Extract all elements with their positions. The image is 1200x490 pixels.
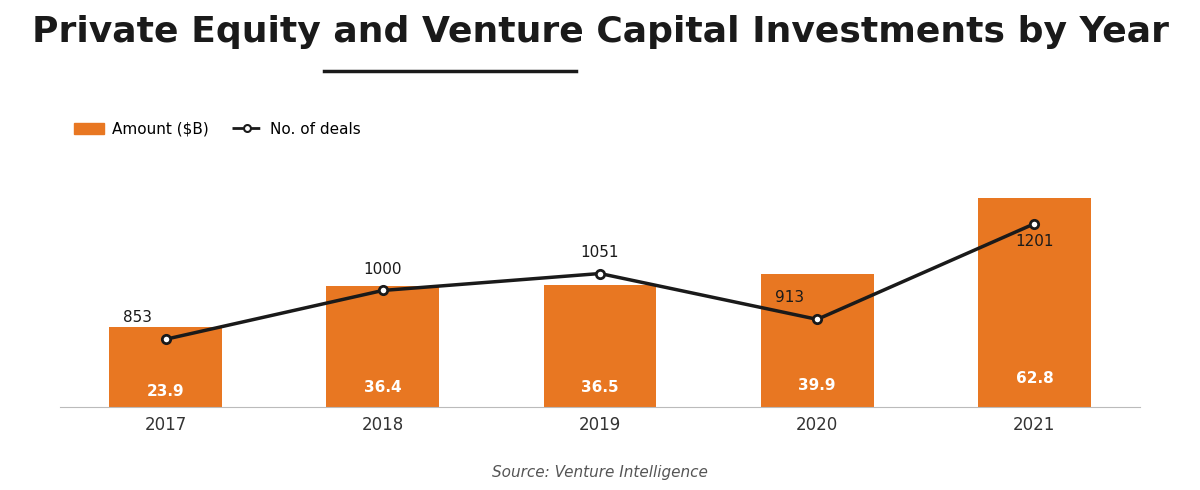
Text: 913: 913 bbox=[775, 291, 804, 305]
Text: 62.8: 62.8 bbox=[1015, 371, 1054, 386]
Legend: Amount ($B), No. of deals: Amount ($B), No. of deals bbox=[67, 116, 367, 143]
Text: 36.5: 36.5 bbox=[581, 380, 619, 394]
Text: 853: 853 bbox=[124, 310, 152, 325]
Text: 1000: 1000 bbox=[364, 262, 402, 276]
Text: 23.9: 23.9 bbox=[146, 384, 185, 399]
Bar bbox=[544, 286, 656, 407]
Bar bbox=[326, 286, 439, 407]
Bar bbox=[978, 198, 1091, 407]
Text: 1201: 1201 bbox=[1015, 234, 1054, 249]
Bar bbox=[109, 327, 222, 407]
Text: Source: Venture Intelligence: Source: Venture Intelligence bbox=[492, 465, 708, 480]
Text: Private Equity and Venture Capital Investments by Year: Private Equity and Venture Capital Inves… bbox=[31, 15, 1169, 49]
Text: 1051: 1051 bbox=[581, 245, 619, 260]
Text: 39.9: 39.9 bbox=[798, 378, 836, 393]
Bar bbox=[761, 274, 874, 407]
Text: 36.4: 36.4 bbox=[364, 380, 402, 394]
